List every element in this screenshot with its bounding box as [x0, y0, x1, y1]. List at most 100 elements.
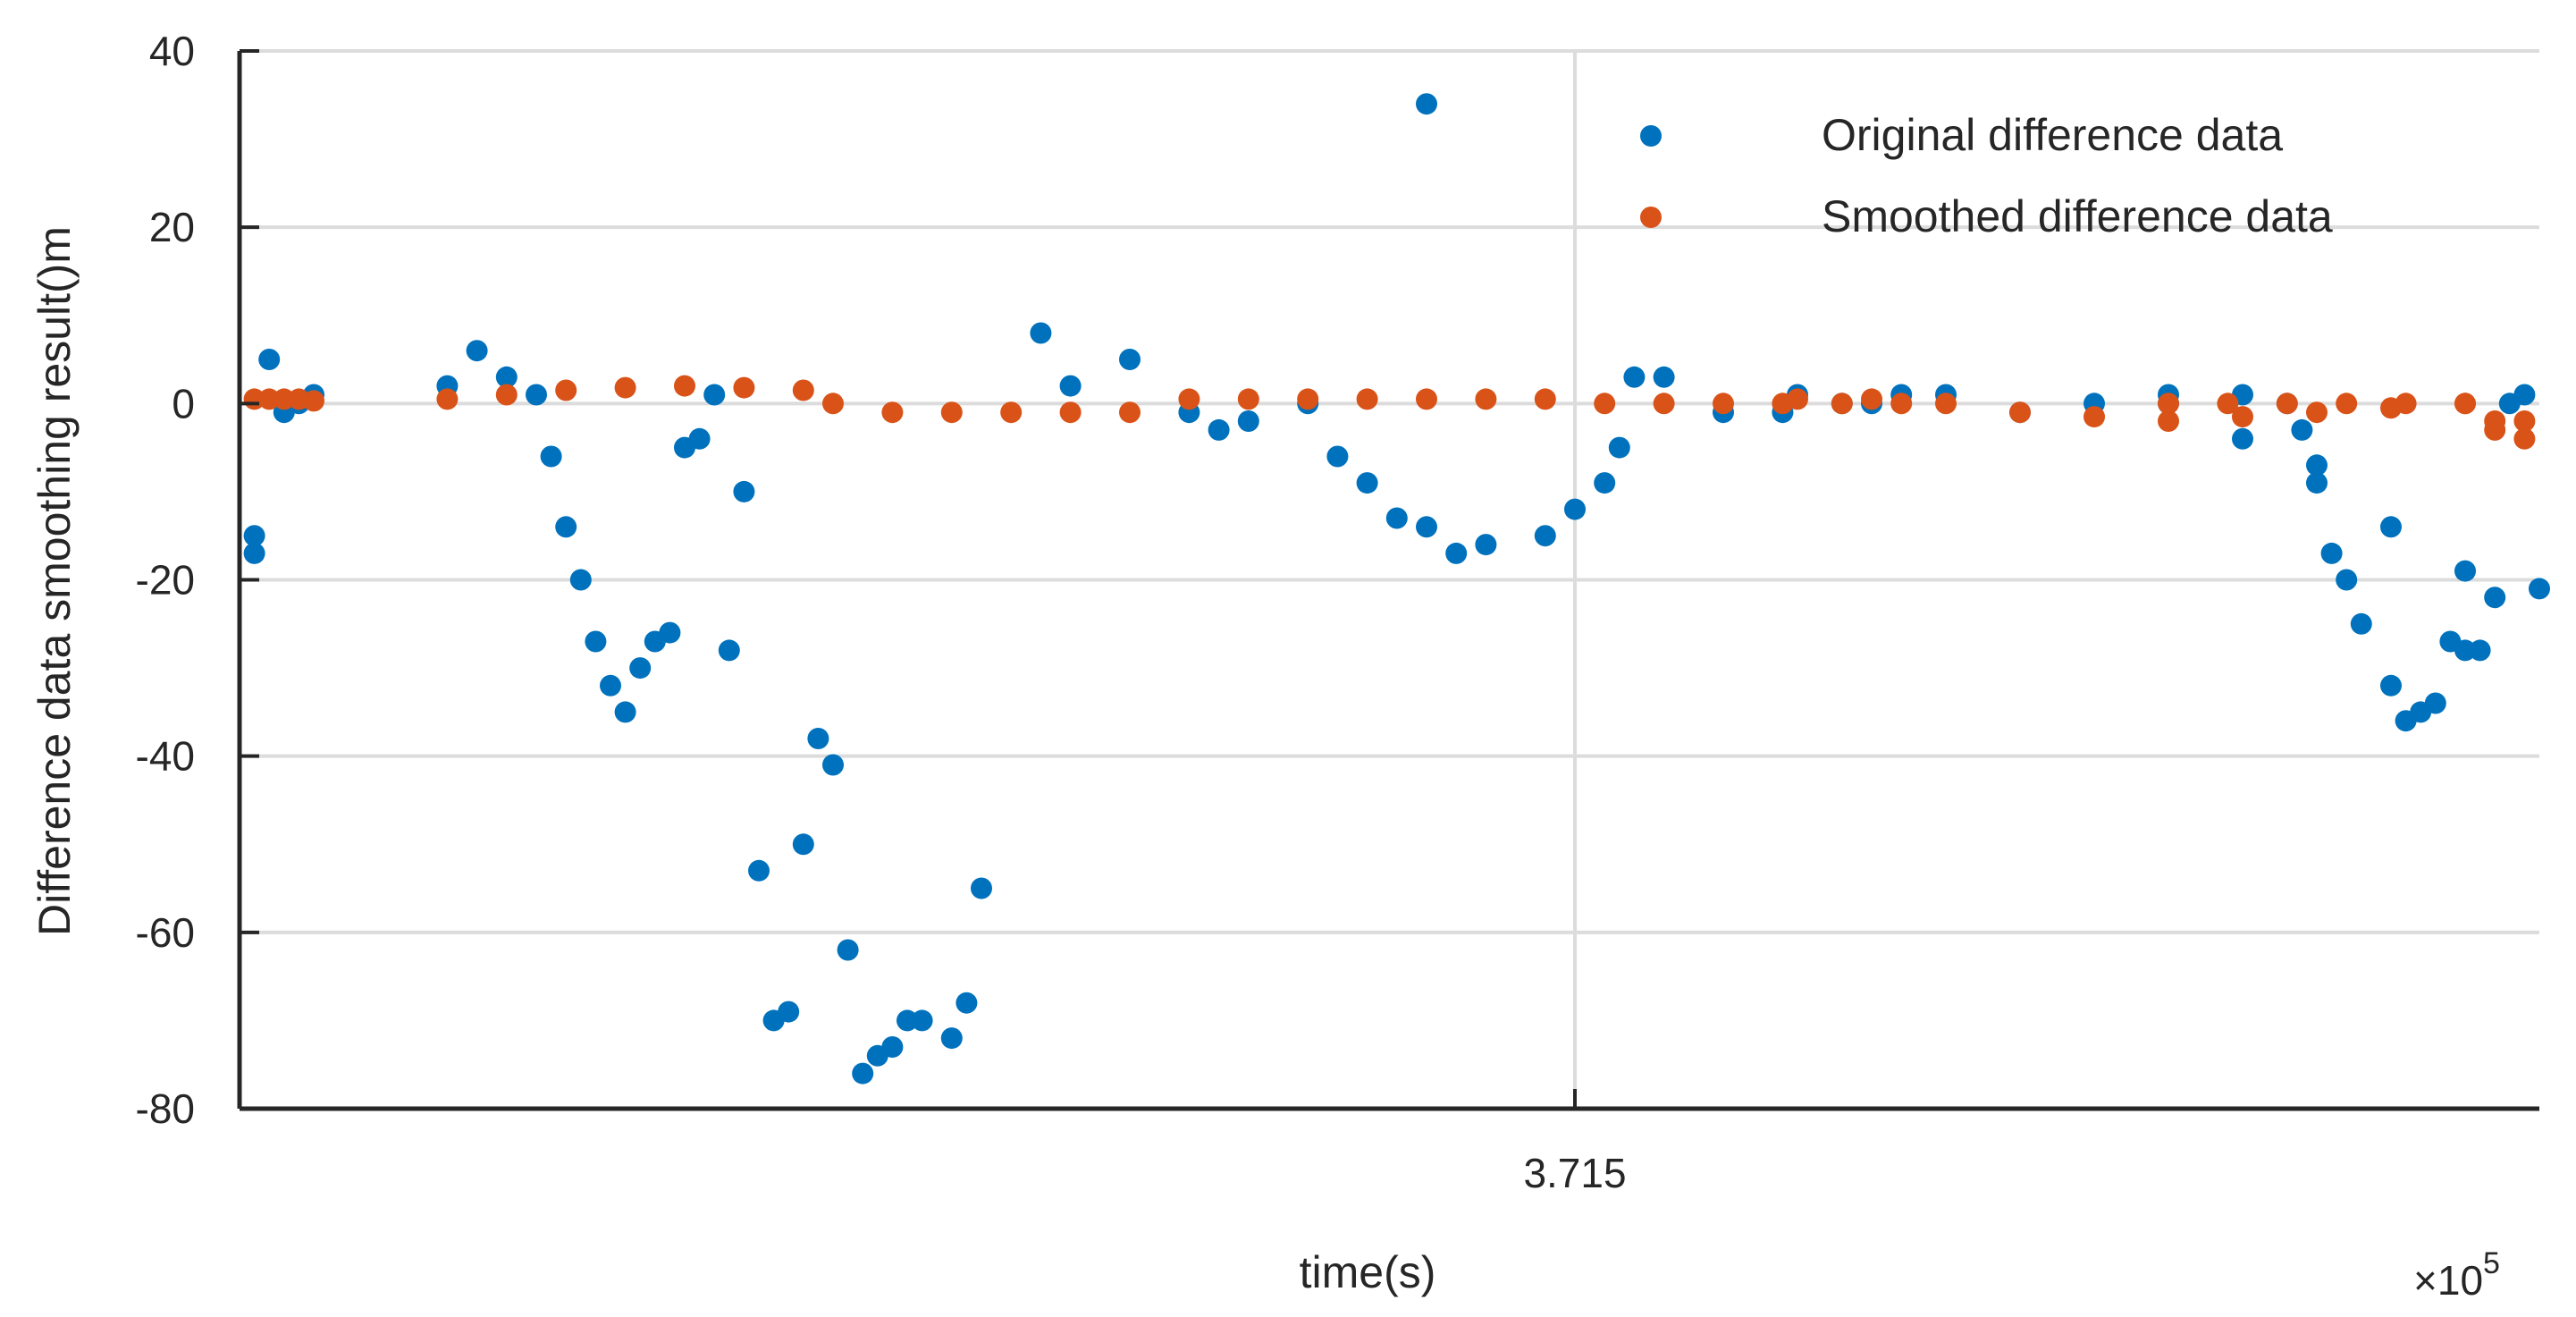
data-point [1416, 388, 1437, 410]
data-point [1653, 393, 1675, 415]
data-point [1208, 418, 1230, 441]
data-point [495, 366, 518, 388]
y-tick-label: 0 [172, 380, 195, 426]
data-point [674, 375, 695, 397]
data-point [2320, 542, 2343, 564]
data-point [2484, 418, 2506, 441]
data-point [1416, 516, 1437, 538]
data-point [2276, 393, 2298, 415]
data-point [1178, 388, 1200, 410]
x-axis-exponent-power: 5 [2483, 1246, 2500, 1280]
data-point [1534, 525, 1556, 547]
data-point [2424, 692, 2446, 714]
data-point [2336, 569, 2358, 591]
data-point [466, 340, 488, 362]
data-point [1594, 472, 1616, 494]
data-point [2484, 587, 2506, 609]
data-point [2232, 427, 2253, 450]
data-point [1787, 388, 1808, 410]
data-point [807, 728, 829, 749]
data-point [1564, 498, 1586, 520]
data-point [792, 379, 814, 401]
data-point [733, 480, 755, 502]
data-point [2513, 410, 2536, 432]
data-point [2306, 454, 2328, 477]
data-point [1237, 388, 1259, 410]
data-point [1385, 507, 1408, 529]
data-point [569, 569, 592, 591]
data-point [659, 621, 681, 644]
data-point [688, 427, 711, 450]
data-point [822, 393, 844, 415]
data-point [1594, 393, 1616, 415]
data-point [940, 1027, 963, 1050]
data-point [881, 401, 904, 424]
data-point [436, 388, 459, 410]
data-point [243, 542, 265, 564]
data-point [718, 639, 740, 662]
data-point [2454, 393, 2476, 415]
data-point [2217, 393, 2239, 415]
data-point [748, 859, 770, 882]
data-point [2454, 639, 2476, 662]
data-point [1713, 393, 1734, 415]
data-point [792, 833, 814, 856]
data-point [1861, 388, 1882, 410]
data-point [1326, 445, 1349, 468]
data-point [2009, 401, 2031, 424]
x-axis-exponent: ×105 [2413, 1246, 2500, 1304]
data-point [1059, 401, 1082, 424]
data-point [852, 1062, 874, 1085]
data-point [1534, 388, 1556, 410]
data-point [940, 401, 963, 424]
data-point [1356, 472, 1378, 494]
x-axis-exponent-base: ×10 [2413, 1257, 2483, 1304]
data-point [1475, 388, 1497, 410]
data-point [1030, 322, 1052, 344]
data-point [555, 516, 577, 538]
data-point [540, 445, 562, 468]
data-point [303, 390, 324, 412]
data-point [1935, 393, 1957, 415]
data-point [733, 376, 755, 399]
data-point [1608, 436, 1630, 459]
data-point [555, 379, 577, 401]
data-point [2291, 418, 2313, 441]
data-point [2084, 406, 2105, 428]
data-point [1119, 401, 1141, 424]
data-point [258, 388, 281, 410]
legend-marker-original [1640, 125, 1662, 147]
data-point [258, 349, 281, 370]
data-point [897, 1009, 918, 1032]
data-point [2306, 401, 2328, 424]
data-point [2469, 639, 2491, 662]
data-point [273, 388, 295, 410]
data-point [1475, 534, 1497, 556]
data-point [2158, 393, 2179, 415]
data-point [600, 674, 621, 696]
x-ticks: 3.7153.7163.7173.7183.7193.723.721 [1523, 1089, 1627, 1196]
y-tick-label: -40 [136, 733, 195, 780]
data-point [911, 1009, 933, 1032]
data-point [2513, 427, 2536, 450]
data-point [1831, 393, 1853, 415]
data-point [243, 525, 265, 547]
data-point [822, 754, 844, 776]
data-point [1237, 410, 1259, 432]
legend-marker-smoothed [1640, 207, 1662, 228]
data-point [881, 1036, 904, 1058]
y-tick-label: 20 [149, 204, 195, 250]
data-point [1059, 375, 1082, 397]
data-point [971, 877, 992, 899]
data-point [778, 1000, 800, 1023]
y-ticks: -80 -60 -40 -20 0 20 40 [136, 28, 259, 1132]
x-axis-label: time(s) [1300, 1247, 1436, 1297]
data-point [614, 701, 636, 723]
data-point [955, 992, 978, 1014]
data-point [2380, 674, 2402, 696]
data-point [1653, 366, 1675, 388]
series-smoothed [243, 375, 2536, 450]
legend-label-smoothed: Smoothed difference data [1822, 191, 2333, 241]
data-point [1297, 388, 1319, 410]
